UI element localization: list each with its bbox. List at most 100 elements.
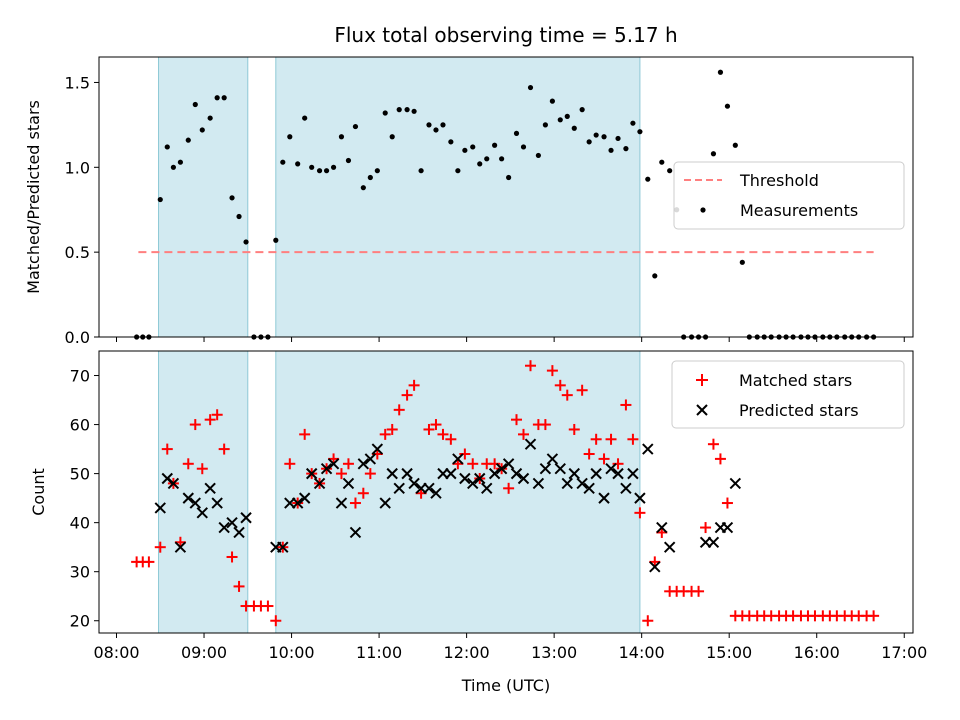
predicted-star-marker: [445, 467, 457, 480]
measurement-point: [520, 144, 527, 150]
measurement-point: [448, 139, 454, 145]
matched-star-marker: [612, 458, 624, 470]
matched-star-marker: [161, 443, 173, 455]
predicted-star-marker: [467, 477, 479, 490]
matched-star-marker: [503, 482, 515, 494]
top-legend-box: [673, 161, 905, 230]
measurement-point: [492, 142, 498, 148]
matched-star-marker: [357, 487, 369, 499]
predicted-star-marker: [423, 482, 435, 495]
matched-star-marker: [218, 443, 230, 455]
top-plot-frame: [98, 56, 914, 338]
predicted-star-marker: [502, 458, 515, 470]
matched-star-marker: [379, 428, 391, 440]
matched-star-marker: [642, 615, 654, 627]
predicted-star-marker: [590, 467, 602, 480]
y-tick-label: 0.0: [65, 328, 90, 347]
measurement-point: [214, 95, 220, 101]
matched-star-marker: [335, 468, 347, 480]
measurement-point: [527, 84, 534, 91]
matched-star-marker: [284, 458, 296, 470]
measurement-point: [207, 115, 213, 121]
x-tick-label: 15:00: [706, 643, 752, 662]
matched-star-marker: [627, 433, 639, 445]
legend-predicted-swatch: [696, 404, 708, 416]
matched-star-marker: [430, 419, 442, 431]
measurement-point: [645, 176, 651, 182]
measurement-point: [295, 161, 301, 167]
matched-star-marker: [546, 365, 558, 377]
measurement-point: [345, 157, 352, 164]
matched-star-marker: [349, 497, 361, 509]
predicted-star-marker: [182, 492, 194, 504]
matched-star-marker: [525, 360, 537, 372]
measurement-point: [164, 144, 170, 150]
measurement-point: [579, 107, 585, 113]
predicted-star-marker: [510, 467, 523, 480]
measurement-point: [652, 273, 658, 279]
y-tick-label: 1.5: [65, 73, 90, 92]
predicted-star-marker: [634, 492, 646, 504]
measurement-point: [185, 137, 191, 143]
predicted-star-marker: [729, 477, 742, 490]
measurement-point: [659, 159, 665, 165]
predicted-star-marker: [327, 458, 340, 470]
matched-star-marker: [445, 433, 457, 445]
measurement-point: [433, 127, 439, 133]
predicted-star-marker: [663, 541, 676, 553]
predicted-star-marker: [452, 453, 464, 465]
matched-star-marker: [598, 453, 610, 465]
predicted-star-marker: [605, 462, 617, 475]
matched-star-marker: [408, 379, 420, 391]
legend-threshold-label: Threshold: [739, 171, 819, 190]
matched-star-marker: [568, 423, 580, 435]
measurement-point: [199, 127, 205, 133]
top-observing-spans: [158, 56, 641, 338]
predicted-star-marker: [320, 462, 333, 475]
y-tick-label: 60: [70, 416, 90, 435]
legend-matched-swatch: [696, 374, 708, 386]
matched-star-marker: [868, 610, 880, 622]
predicted-star-marker: [408, 477, 420, 490]
matched-star-marker: [299, 428, 311, 440]
bottom-y-axis-label: Count: [29, 468, 48, 516]
predicted-star-marker: [218, 521, 230, 534]
measurement-point: [352, 123, 359, 130]
predicted-star-marker: [335, 497, 348, 509]
measurement-point: [367, 174, 373, 181]
predicted-star-marker: [488, 467, 501, 480]
bottom-plot-frame: [98, 350, 914, 634]
measurement-point: [243, 239, 249, 245]
measurement-point: [323, 168, 330, 174]
chart-title: Flux total observing time = 5.17 h: [334, 23, 677, 47]
predicted-star-marker: [620, 482, 632, 495]
matched-star-marker: [262, 600, 274, 612]
measurement-point: [506, 174, 512, 181]
x-tick-label: 16:00: [794, 643, 840, 662]
measurement-point: [535, 152, 541, 159]
matched-star-marker: [437, 428, 449, 440]
measurement-point: [411, 108, 417, 114]
matched-star-marker: [554, 379, 566, 391]
x-tick-label: 10:00: [269, 643, 315, 662]
measurement-point: [739, 259, 745, 265]
predicted-star-marker: [196, 507, 208, 519]
measurement-point: [462, 147, 468, 153]
matched-star-marker: [459, 448, 471, 460]
predicted-star-marker: [364, 453, 377, 465]
matched-star-marker: [576, 384, 588, 396]
measurement-point: [309, 164, 315, 170]
predicted-star-marker: [539, 462, 552, 475]
y-tick-label: 0.5: [65, 243, 90, 262]
measurement-point: [287, 134, 293, 140]
x-tick-label: 17:00: [881, 643, 927, 662]
measurement-point: [470, 144, 476, 150]
measurement-point: [404, 107, 410, 113]
predicted-star-marker: [474, 472, 486, 485]
measurement-point: [724, 103, 731, 109]
measurement-point: [557, 117, 563, 123]
measurement-point: [477, 161, 483, 167]
predicted-star-marker: [211, 497, 223, 509]
matched-star-marker: [700, 522, 712, 534]
